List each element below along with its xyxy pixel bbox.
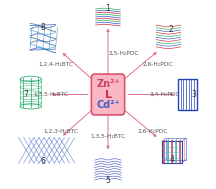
Text: 1,3,5-H₂BTC: 1,3,5-H₂BTC (91, 134, 125, 139)
Text: 3: 3 (192, 90, 196, 99)
Text: 2,6-H₂PDC: 2,6-H₂PDC (143, 62, 173, 67)
Text: 1,3,5-H₂BTC: 1,3,5-H₂BTC (33, 92, 68, 97)
Text: L: L (105, 90, 111, 99)
Text: 7: 7 (23, 90, 28, 99)
Text: Cd²⁺: Cd²⁺ (96, 101, 120, 110)
FancyBboxPatch shape (91, 74, 125, 115)
Bar (162, 141, 182, 163)
Text: 2,5-H₂PDC: 2,5-H₂PDC (109, 51, 140, 56)
Text: 8: 8 (40, 23, 45, 32)
Text: 5: 5 (106, 176, 110, 185)
Text: 2: 2 (169, 25, 174, 34)
Text: 1,2,3-H₂BTC: 1,2,3-H₂BTC (44, 129, 79, 134)
Bar (178, 79, 197, 110)
Text: 1: 1 (106, 4, 110, 13)
Text: 3,4-H₂PDC: 3,4-H₂PDC (149, 92, 180, 97)
Text: 2,6-H₂PDC: 2,6-H₂PDC (137, 129, 168, 134)
Bar (166, 138, 186, 160)
Text: 4: 4 (170, 155, 175, 164)
Text: 1,2,4-H₂BTC: 1,2,4-H₂BTC (38, 62, 73, 67)
Text: 6: 6 (40, 157, 45, 166)
Text: Zn²⁺: Zn²⁺ (96, 79, 120, 88)
